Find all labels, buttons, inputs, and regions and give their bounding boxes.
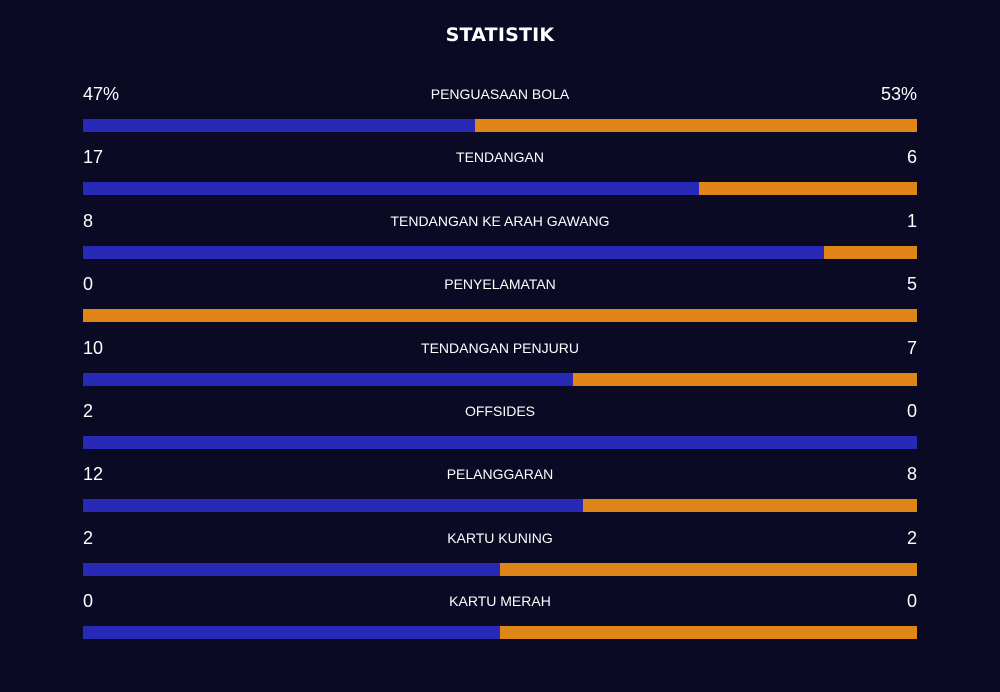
home-bar-segment <box>83 499 584 513</box>
home-bar-segment <box>83 626 500 640</box>
home-value: 2 <box>83 400 94 421</box>
statistics-title: STATISTIK <box>445 24 555 46</box>
stat-label: PELANGGARAN <box>446 466 554 483</box>
away-bar-segment <box>474 119 917 132</box>
away-bar-segment <box>699 182 917 196</box>
away-value: 0 <box>906 591 917 612</box>
home-value: 12 <box>83 464 104 485</box>
comparison-bar <box>83 309 917 323</box>
home-bar-segment <box>83 245 825 259</box>
stat-row-red-cards: 0 KARTU MERAH 0 <box>83 590 917 653</box>
comparison-bar <box>83 245 917 259</box>
comparison-bar <box>83 435 917 449</box>
home-value: 0 <box>83 274 94 295</box>
away-value: 53% <box>880 84 917 104</box>
away-value: 2 <box>906 527 917 548</box>
away-value: 7 <box>906 337 917 358</box>
stat-row-fouls: 12 PELANGGARAN 8 <box>83 463 917 526</box>
stat-row-yellow-cards: 2 KARTU KUNING 2 <box>83 527 917 590</box>
comparison-bar <box>83 562 917 576</box>
stat-row-corners: 10 TENDANGAN PENJURU 7 <box>83 337 917 400</box>
away-value: 5 <box>906 274 917 295</box>
stat-label: TENDANGAN <box>456 149 544 166</box>
comparison-bar <box>83 119 917 132</box>
home-value: 8 <box>83 210 94 231</box>
home-bar-segment <box>83 435 917 449</box>
home-value: 0 <box>83 591 94 612</box>
stat-row-possession: 47% PENGUASAAN BOLA 53% <box>83 83 917 146</box>
away-bar-segment <box>583 499 917 513</box>
stat-label: PENYELAMATAN <box>444 276 556 293</box>
stats-list: 47% PENGUASAAN BOLA 53% 17 TENDANGAN 6 8… <box>83 83 917 654</box>
home-bar-segment <box>83 182 700 196</box>
stat-label: TENDANGAN KE ARAH GAWANG <box>390 212 610 229</box>
stat-row-shots-on-target: 8 TENDANGAN KE ARAH GAWANG 1 <box>83 210 917 273</box>
away-bar-segment <box>500 562 917 576</box>
home-bar-segment <box>83 562 500 576</box>
comparison-bar <box>83 182 917 196</box>
home-value: 2 <box>83 527 94 548</box>
comparison-bar <box>83 626 917 640</box>
away-bar-segment <box>500 626 917 640</box>
home-value: 47% <box>83 84 120 104</box>
away-value: 8 <box>906 464 917 485</box>
away-value: 6 <box>906 147 917 168</box>
stat-row-saves: 0 PENYELAMATAN 5 <box>83 273 917 336</box>
home-value: 17 <box>83 147 104 168</box>
stat-label: KARTU MERAH <box>449 593 551 610</box>
home-value: 10 <box>83 337 104 358</box>
away-bar-segment <box>824 245 917 259</box>
comparison-bar <box>83 372 917 386</box>
away-bar-segment <box>83 309 917 323</box>
away-bar-segment <box>573 372 917 386</box>
home-bar-segment <box>83 372 574 386</box>
home-bar-segment <box>83 119 475 132</box>
away-value: 1 <box>906 210 917 231</box>
comparison-bar <box>83 499 917 513</box>
away-value: 0 <box>906 400 917 421</box>
stat-row-shots: 17 TENDANGAN 6 <box>83 146 917 209</box>
stat-label: KARTU KUNING <box>447 529 553 546</box>
stat-row-offsides: 2 OFFSIDES 0 <box>83 400 917 463</box>
stat-label: OFFSIDES <box>464 402 535 419</box>
stat-label: TENDANGAN PENJURU <box>421 339 579 356</box>
stat-label: PENGUASAAN BOLA <box>430 86 570 102</box>
